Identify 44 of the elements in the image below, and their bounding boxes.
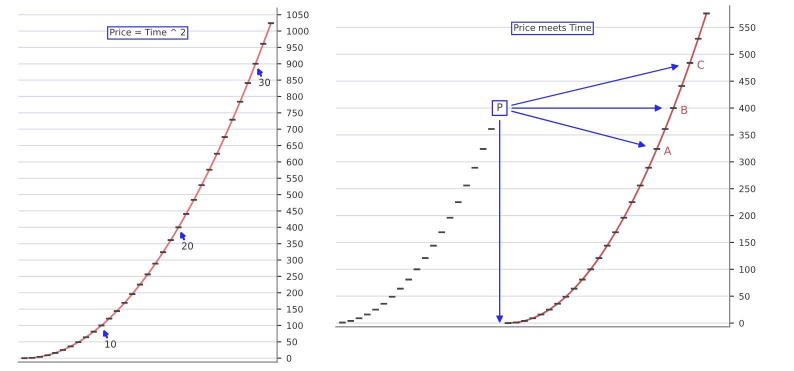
- data-label: P: [498, 103, 502, 111]
- y-tick-label: 350: [286, 240, 303, 248]
- y-tick-label: 500: [286, 191, 303, 198]
- y-tick-label: 1000: [287, 28, 309, 35]
- y-tick-label: 850: [286, 76, 303, 84]
- annotation: 20: [182, 242, 193, 250]
- y-tick-label: 500: [739, 51, 756, 58]
- y-tick-label: 150: [740, 239, 756, 246]
- y-tick-label: 650: [286, 142, 303, 150]
- data-label: B: [681, 106, 688, 114]
- y-tick-label: 700: [286, 126, 303, 133]
- line-series: [24, 22, 272, 360]
- y-tick-label: 900: [286, 60, 303, 68]
- y-tick-label: 200: [739, 212, 756, 220]
- y-tick-label: 800: [286, 93, 303, 100]
- text: Price meets Time: [514, 24, 591, 32]
- y-tick-label: 750: [286, 110, 303, 116]
- y-tick-label: 400: [739, 104, 756, 112]
- y-tick-label: 250: [739, 185, 756, 192]
- y-tick-label: 450: [739, 78, 756, 85]
- y-tick-label: 300: [286, 256, 303, 264]
- data-label: C: [698, 60, 704, 69]
- y-tick-label: 400: [286, 224, 303, 231]
- y-tick-label: 0: [286, 354, 292, 362]
- y-tick-label: 200: [286, 289, 303, 296]
- y-tick-label: 550: [739, 24, 756, 31]
- y-tick-label: 350: [739, 132, 756, 139]
- y-tick-label: 250: [286, 273, 303, 280]
- y-tick-label: 550: [286, 174, 303, 182]
- y-tick-label: 1050: [287, 11, 309, 18]
- y-tick-label: 150: [287, 306, 303, 313]
- y-tick-label: 0: [739, 320, 744, 327]
- annotation: 30: [259, 78, 270, 86]
- annotation: 10: [105, 340, 116, 348]
- y-tick-label: 450: [286, 208, 303, 215]
- y-tick-label: 300: [739, 158, 756, 166]
- y-tick-label: 950: [286, 44, 303, 51]
- y-tick-label: 100: [740, 266, 756, 273]
- data-label: A: [664, 146, 672, 155]
- text: Price = Time ^ 2: [110, 28, 186, 36]
- y-tick-label: 600: [286, 158, 303, 166]
- y-tick-label: 50: [286, 338, 298, 346]
- y-tick-label: 100: [287, 322, 303, 330]
- y-tick-label: 50: [739, 292, 750, 300]
